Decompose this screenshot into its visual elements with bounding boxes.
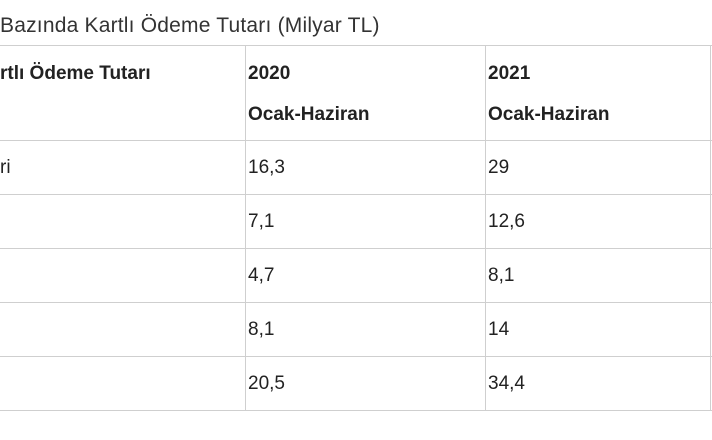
border	[0, 45, 712, 46]
row-label: ri	[0, 157, 11, 178]
cell: 7,1	[248, 211, 275, 232]
cell: 16,3	[248, 157, 285, 178]
cell: 4,7	[248, 265, 275, 286]
border	[485, 45, 486, 411]
border	[0, 302, 712, 303]
border	[710, 45, 711, 411]
header-cell: rtlı Ödeme Tutarı	[0, 63, 151, 84]
border	[0, 140, 712, 141]
header-year: 2021	[488, 63, 531, 84]
header-year: 2020	[248, 63, 291, 84]
border	[245, 45, 246, 411]
border	[0, 356, 712, 357]
header-period: Ocak-Haziran	[248, 104, 370, 125]
cell: 14	[488, 319, 510, 340]
cell: 29	[488, 157, 510, 178]
border	[0, 248, 712, 249]
cell: 34,4	[488, 373, 525, 394]
border	[0, 194, 712, 195]
cell: 12,6	[488, 211, 525, 232]
cell: 8,1	[248, 319, 275, 340]
border	[0, 410, 712, 411]
table-title: Bazında Kartlı Ödeme Tutarı (Milyar TL)	[0, 14, 380, 37]
cell: 20,5	[248, 373, 285, 394]
cell: 8,1	[488, 265, 515, 286]
header-period: Ocak-Haziran	[488, 104, 610, 125]
